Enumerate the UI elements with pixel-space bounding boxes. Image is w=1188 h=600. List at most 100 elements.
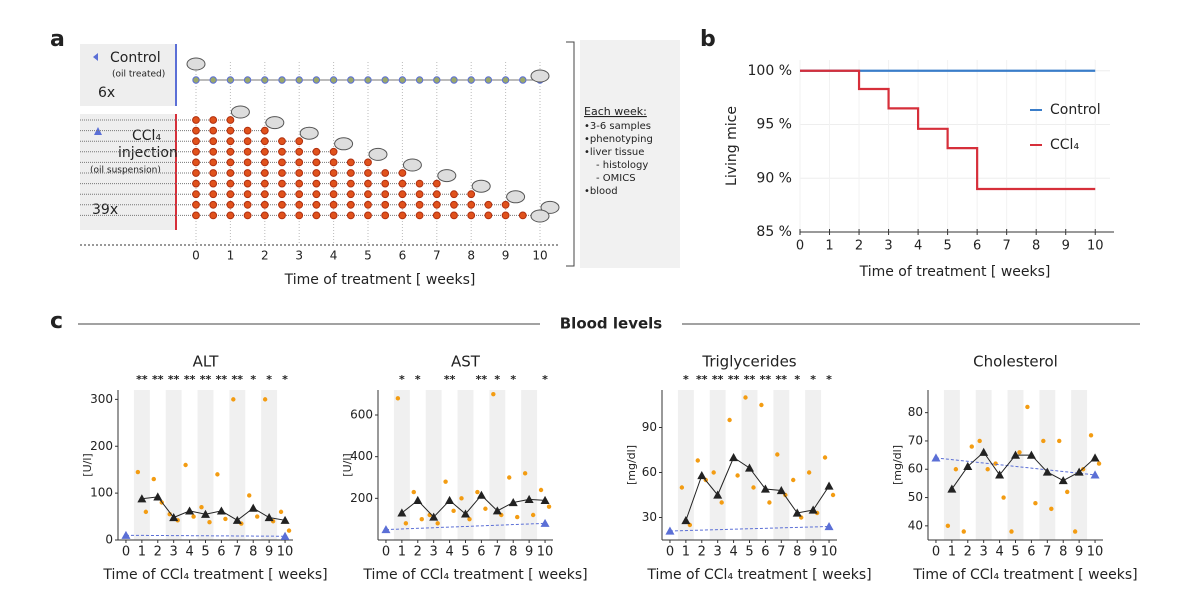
sample-point bbox=[507, 475, 512, 480]
mean-marker bbox=[745, 463, 754, 472]
series-line bbox=[951, 451, 1096, 490]
treated-dot bbox=[364, 169, 372, 177]
mean-marker bbox=[137, 494, 147, 503]
x-tick-label: 1 bbox=[682, 545, 690, 560]
treated-dot bbox=[278, 137, 286, 146]
x-tick-label: 4 bbox=[185, 545, 193, 560]
treated-dot bbox=[278, 211, 286, 220]
x-tick-label: 5 bbox=[201, 545, 209, 560]
sample-point bbox=[985, 467, 990, 472]
treated-dot bbox=[260, 126, 269, 135]
chart-title: ALT bbox=[193, 353, 220, 371]
mean-marker bbox=[931, 453, 941, 462]
treated-dot bbox=[415, 211, 424, 220]
treated-dot bbox=[278, 158, 286, 167]
treated-dot bbox=[278, 190, 286, 199]
control-dot bbox=[450, 76, 458, 84]
treated-dot bbox=[192, 158, 200, 167]
treated-dot bbox=[243, 169, 252, 177]
sample-point bbox=[1065, 489, 1070, 495]
week-band bbox=[677, 390, 694, 540]
series-line bbox=[141, 496, 286, 521]
x-tick-label: 2 bbox=[154, 545, 162, 560]
sample-point bbox=[262, 397, 268, 402]
treated-dot bbox=[381, 190, 390, 199]
treated-dot bbox=[312, 147, 321, 156]
mean-marker bbox=[1011, 450, 1020, 459]
mean-marker bbox=[492, 506, 502, 515]
significance: * bbox=[250, 373, 256, 386]
sample-point bbox=[822, 455, 828, 460]
treated-dot bbox=[260, 179, 269, 188]
mean-marker bbox=[729, 453, 739, 462]
treated-dot bbox=[346, 158, 355, 167]
significance: ** bbox=[152, 373, 164, 386]
group-name: CCl₄ bbox=[132, 128, 161, 144]
y-tick-label: 80 bbox=[908, 405, 923, 419]
treated-dot bbox=[364, 190, 372, 199]
significance: ** bbox=[136, 373, 148, 386]
treated-dot bbox=[364, 200, 372, 209]
week-band bbox=[943, 390, 960, 540]
y-tick-label: 200 bbox=[350, 491, 373, 505]
x-tick-label: 4 bbox=[914, 239, 922, 254]
treated-dot bbox=[260, 211, 269, 220]
treated-dot bbox=[260, 158, 269, 167]
tick-label: 1 bbox=[227, 249, 235, 263]
x-tick-label: 9 bbox=[1075, 545, 1083, 560]
tick-label: 5 bbox=[364, 249, 372, 263]
mean-marker bbox=[1090, 453, 1100, 462]
significance: ** bbox=[776, 373, 788, 386]
weekly-item: •liver tissue bbox=[584, 147, 644, 158]
x-tick-label: 6 bbox=[1027, 545, 1035, 560]
sample-point bbox=[475, 489, 480, 495]
mouse-icon bbox=[471, 179, 491, 193]
treated-dot bbox=[209, 200, 218, 209]
sample-point bbox=[207, 519, 212, 525]
treated-dot bbox=[467, 211, 476, 220]
mouse-icon bbox=[186, 57, 206, 71]
treated-dot bbox=[295, 200, 304, 209]
significance: * bbox=[510, 373, 516, 386]
mouse-icon bbox=[530, 209, 550, 223]
treated-dot bbox=[260, 137, 269, 146]
mean-marker bbox=[216, 506, 226, 515]
mean-marker bbox=[776, 486, 786, 495]
treated-dot bbox=[346, 179, 355, 188]
treated-dot bbox=[295, 169, 304, 177]
mean-marker bbox=[280, 531, 290, 540]
sample-point bbox=[1096, 461, 1102, 466]
treated-dot bbox=[364, 179, 372, 188]
sample-point bbox=[395, 396, 401, 401]
x-tick-label: 0 bbox=[796, 239, 804, 254]
treated-dot bbox=[432, 211, 441, 220]
week-band bbox=[773, 390, 790, 540]
mean-marker bbox=[413, 495, 423, 505]
treated-dot bbox=[226, 200, 235, 209]
x-tick-label: 3 bbox=[170, 545, 178, 560]
x-axis-label: Time of treatment [ weeks] bbox=[284, 272, 476, 288]
significance: * bbox=[399, 373, 405, 386]
sample-point bbox=[751, 485, 756, 490]
control-box bbox=[80, 44, 175, 106]
y-tick-label: 30 bbox=[642, 510, 657, 524]
sample-point bbox=[538, 487, 544, 493]
chart-title: Triglycerides bbox=[701, 353, 796, 371]
tick-label: 8 bbox=[467, 249, 475, 263]
significance: * bbox=[415, 373, 421, 386]
week-band bbox=[457, 390, 474, 540]
treated-dot bbox=[295, 179, 304, 188]
sample-point bbox=[695, 458, 700, 463]
control-dot bbox=[329, 76, 338, 84]
sample-point bbox=[183, 462, 188, 468]
y-tick-label: 95 % bbox=[756, 117, 792, 133]
treated-dot bbox=[209, 190, 218, 199]
x-tick-label: 9 bbox=[265, 545, 273, 560]
treated-dot bbox=[226, 126, 235, 135]
mean-marker bbox=[1042, 467, 1052, 476]
treated-dot bbox=[346, 190, 355, 199]
sample-point bbox=[215, 472, 220, 477]
treated-dot bbox=[329, 169, 338, 177]
y-tick-label: 70 bbox=[908, 433, 923, 447]
x-tick-label: 4 bbox=[729, 545, 737, 560]
